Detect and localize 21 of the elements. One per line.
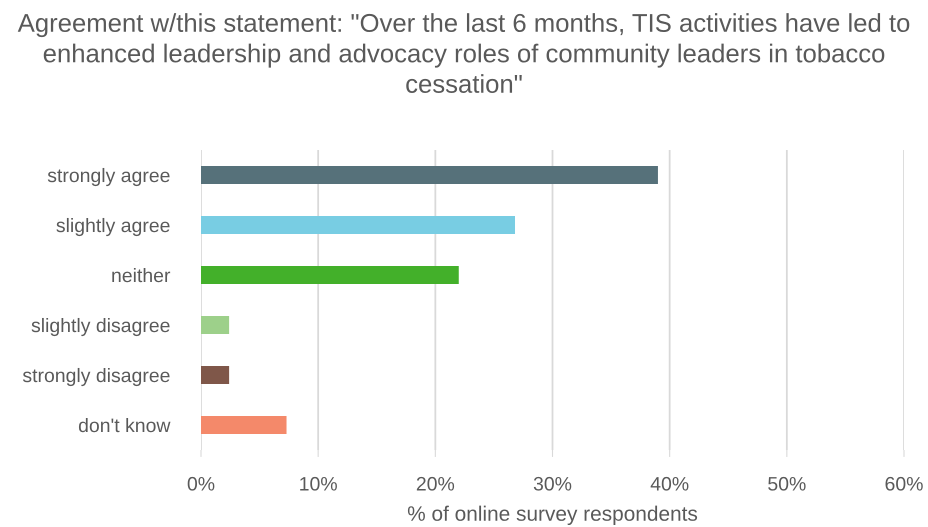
y-tick-label: slightly disagree: [32, 318, 170, 336]
chart-title: Agreement w/this statement: "Over the last 6 months, TIS activities have led to enhanced leadership and advocacy roles of community leaders in tobacco cessation": [18, 13, 910, 93]
x-axis-title: % of online survey respondents: [408, 506, 698, 526]
y-tick-label: neither: [112, 268, 170, 282]
x-tick-label: 0%: [188, 476, 214, 491]
y-tick-label: strongly agree: [48, 168, 170, 186]
bar: [201, 416, 287, 434]
x-tick-label: 40%: [650, 476, 688, 491]
x-tick-label: 50%: [768, 476, 806, 491]
bar: [201, 266, 459, 284]
x-tick-label: 30%: [534, 476, 572, 491]
y-tick-label: strongly disagree: [22, 368, 170, 386]
bar: [201, 166, 658, 184]
y-tick-label: don't know: [78, 418, 170, 432]
x-tick-label: 10%: [300, 476, 337, 491]
bar: [201, 366, 230, 384]
bar: [201, 316, 230, 334]
x-tick-label: 20%: [416, 476, 454, 491]
x-tick-label: 60%: [886, 476, 923, 491]
bar: [201, 216, 516, 234]
y-tick-label: slightly agree: [56, 218, 170, 236]
